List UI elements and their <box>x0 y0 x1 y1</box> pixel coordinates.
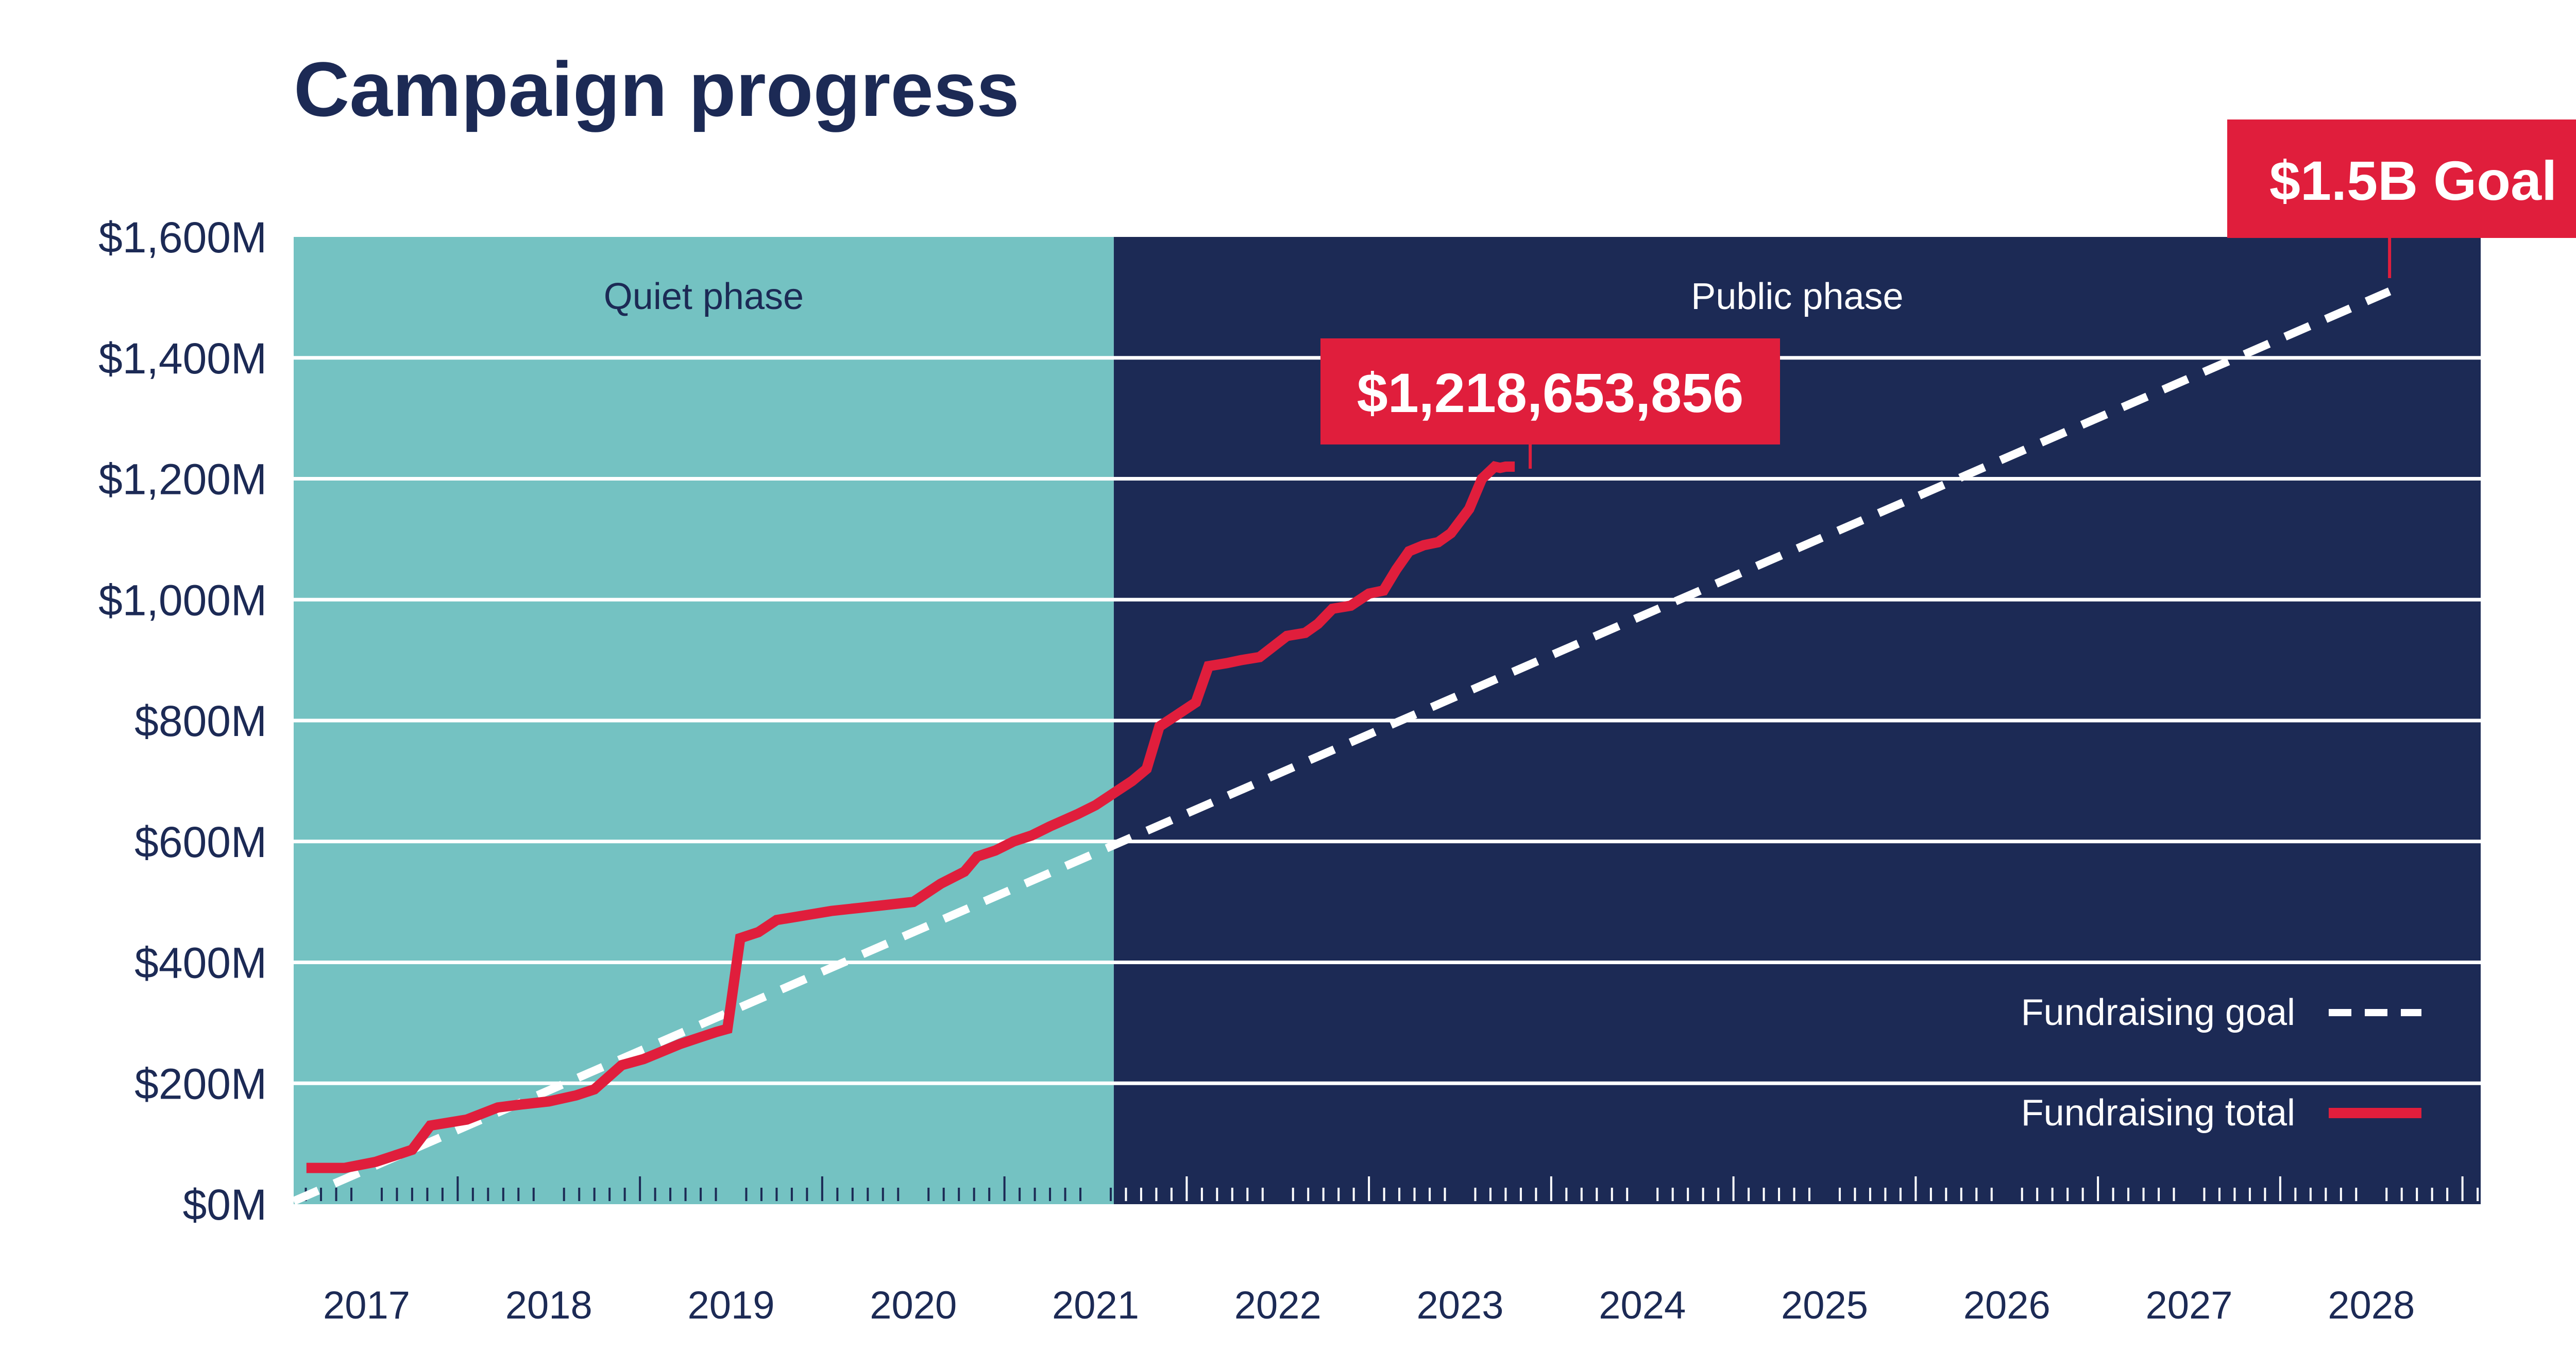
y-tick-label: $400M <box>134 939 267 987</box>
series-line-fundraising-goal <box>292 287 2392 1205</box>
data-point <box>1305 632 1306 633</box>
data-point <box>1332 608 1333 609</box>
y-tick-label: $1,600M <box>98 213 267 262</box>
x-tick-label: 2019 <box>687 1284 774 1327</box>
chart-title: Campaign progress <box>294 46 1020 132</box>
data-point <box>1031 835 1032 836</box>
data-point <box>576 1095 577 1096</box>
x-tick-label: 2020 <box>870 1284 957 1327</box>
y-tick-label: $200M <box>134 1059 267 1108</box>
phase-label-quiet: Quiet phase <box>604 276 804 317</box>
y-tick-label: $0M <box>183 1180 267 1229</box>
plot-area: Quiet phase Public phase $0M $200M $400M $600… <box>98 119 2576 1327</box>
callout-goal-label: $1.5B Goal <box>2269 149 2557 212</box>
data-point <box>1159 726 1160 727</box>
data-point <box>1177 714 1178 715</box>
callout-goal-box <box>2227 119 2576 238</box>
data-point <box>1396 569 1397 570</box>
x-tick-label: 2026 <box>1963 1284 2050 1327</box>
legend-label-goal: Fundraising goal <box>2021 992 2295 1033</box>
y-tick-label: $1,200M <box>98 455 267 504</box>
data-point <box>521 1104 522 1105</box>
x-tick-label: 2028 <box>2328 1284 2415 1327</box>
callout-total-label: $1,218,653,856 <box>1357 362 1744 424</box>
data-point <box>1146 768 1147 769</box>
x-tick-label: 2022 <box>1234 1284 1321 1327</box>
x-tick-label: 2021 <box>1052 1284 1139 1327</box>
x-tick-label: 2023 <box>1416 1284 1503 1327</box>
data-point <box>1383 590 1384 591</box>
phase-label-public: Public phase <box>1691 276 1903 317</box>
y-tick-label: $600M <box>134 818 267 866</box>
y-tick-label: $1,400M <box>98 334 267 383</box>
callout-total-box <box>1320 338 1780 444</box>
data-point <box>1095 805 1096 806</box>
y-tick-label: $1,000M <box>98 576 267 624</box>
x-tick-label: 2024 <box>1599 1284 1686 1327</box>
series-line-fundraising-total <box>306 461 1515 1173</box>
data-point <box>1350 605 1351 606</box>
x-tick-label: 2018 <box>505 1284 592 1327</box>
x-tick-label: 2027 <box>2145 1284 2232 1327</box>
legend-label-total: Fundraising total <box>2021 1092 2295 1134</box>
y-tick-label: $800M <box>134 697 267 745</box>
data-point <box>940 883 941 884</box>
x-tick-label: 2017 <box>323 1284 410 1327</box>
data-point <box>621 1065 622 1066</box>
data-point <box>430 1125 431 1126</box>
data-point <box>1013 841 1014 842</box>
x-tick-label: 2025 <box>1781 1284 1868 1327</box>
